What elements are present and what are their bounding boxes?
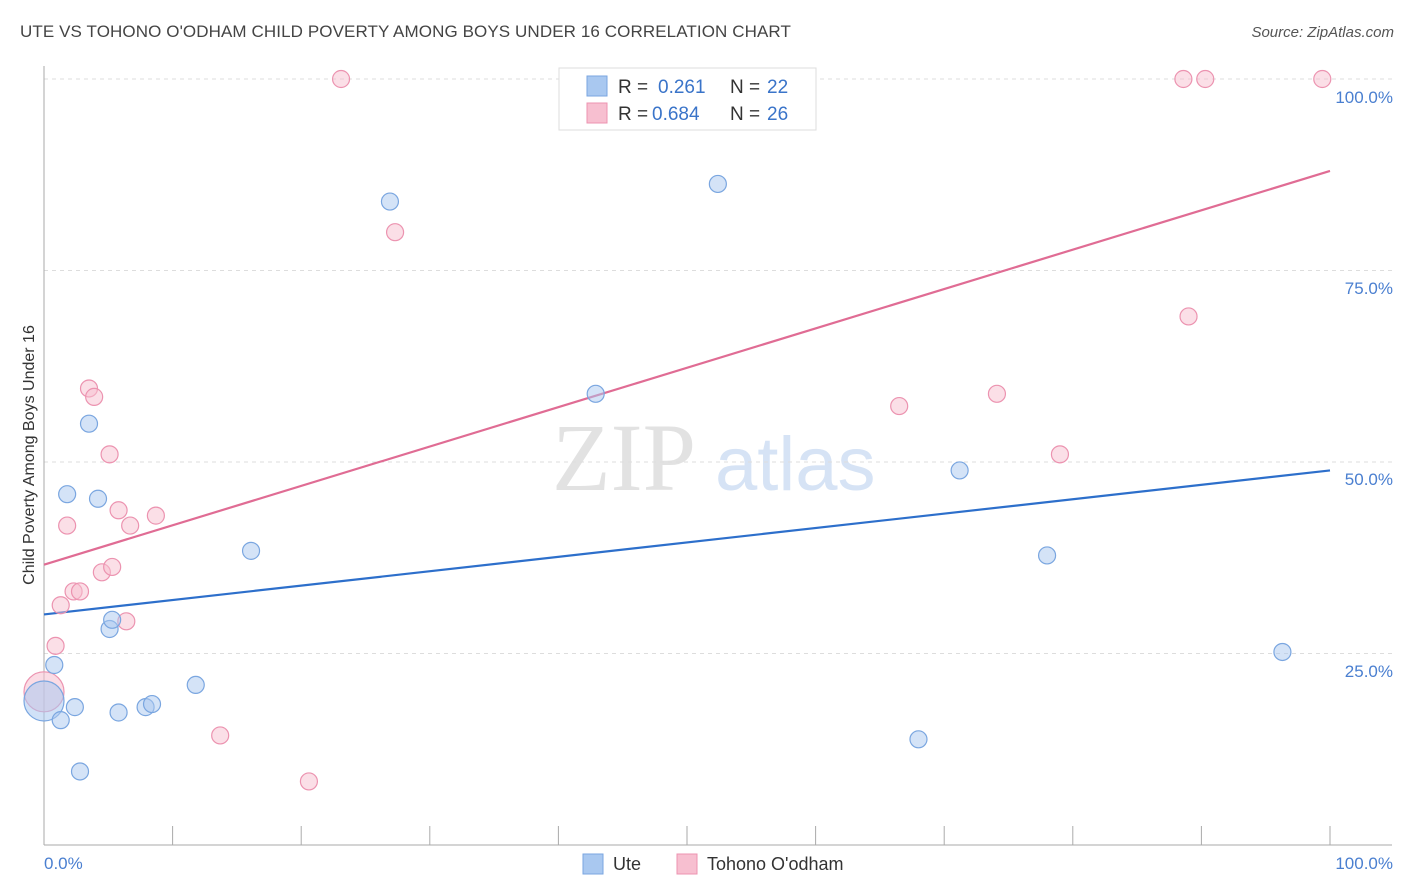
- legend-r-label-ute: R =: [618, 77, 648, 98]
- tohono-point-15: [211, 726, 230, 745]
- tohono-point-23: [1179, 307, 1198, 326]
- legend-swatch-tohono: [586, 102, 608, 124]
- tohono-point-13: [121, 516, 140, 535]
- tohono-trend-line: [43, 169, 1331, 566]
- ute-point-6: [79, 414, 99, 433]
- tohono-point-7: [85, 387, 104, 406]
- legend-n-value-tohono: 26: [767, 104, 788, 125]
- legend-top: R = 0.261 N = 22 R = 0.684 N = 26: [558, 67, 817, 131]
- legend-n-label-ute: N =: [730, 77, 760, 98]
- legend-bottom-label-tohono: Tohono O'odham: [707, 854, 844, 874]
- tohono-point-2: [51, 596, 70, 615]
- tohono-point-14: [146, 506, 165, 525]
- legend-n-label-tohono: N =: [730, 104, 760, 125]
- y-tick-label-75: 75.0%: [1345, 279, 1393, 298]
- ute-point-10: [109, 703, 128, 722]
- tohono-point-5: [70, 582, 90, 601]
- ute-point-0: [23, 680, 65, 722]
- tohono-point-11: [109, 501, 128, 520]
- ute-point-20: [1037, 546, 1057, 565]
- ute-point-7: [88, 489, 108, 508]
- tohono-point-17: [331, 69, 351, 89]
- ute-point-17: [708, 174, 727, 194]
- y-tick-label-100: 100.0%: [1335, 88, 1393, 107]
- ute-point-5: [70, 762, 90, 781]
- axes: [43, 66, 1392, 846]
- tohono-point-21: [1050, 445, 1070, 464]
- legend-r-value-ute: 0.261: [658, 77, 706, 98]
- tohono-point-19: [890, 396, 909, 416]
- ute-point-19: [950, 461, 969, 480]
- tohono-point-10: [103, 557, 122, 577]
- ute-point-21: [1273, 642, 1292, 662]
- tohono-point-3: [58, 516, 77, 535]
- grid-lines: [44, 78, 1392, 654]
- watermark-atlas: atlas: [715, 422, 876, 507]
- ute-point-4: [65, 698, 84, 717]
- chart-title: UTE VS TOHONO O'ODHAM CHILD POVERTY AMON…: [20, 22, 791, 41]
- tohono-point-24: [1196, 69, 1215, 89]
- tohono-point-9: [100, 445, 119, 464]
- tohono-point-18: [385, 223, 405, 242]
- x-tick-label-100: 100.0%: [1335, 854, 1393, 873]
- tohono-point-20: [987, 384, 1007, 403]
- y-tick-label-25: 25.0%: [1345, 662, 1393, 681]
- legend-swatch-ute: [586, 75, 608, 97]
- ute-trend-line: [43, 469, 1331, 616]
- source-label: Source: ZipAtlas.com: [1251, 24, 1394, 41]
- legend-r-value-tohono: 0.684: [652, 104, 700, 125]
- ute-point-18: [909, 730, 928, 749]
- tohono-point-22: [1174, 69, 1193, 89]
- ute-point-13: [186, 675, 205, 695]
- ute-point-15: [380, 192, 400, 211]
- y-tick-label-50: 50.0%: [1345, 470, 1393, 489]
- tohono-point-25: [1313, 69, 1332, 89]
- legend-bottom: Ute Tohono O'odham: [582, 853, 844, 875]
- ute-point-14: [241, 541, 261, 560]
- watermark-zip: ZIP: [552, 404, 696, 511]
- y-axis-title: Child Poverty Among Boys Under 16: [21, 325, 38, 585]
- ute-point-16: [586, 384, 605, 403]
- data-points: [23, 69, 1332, 791]
- tohono-point-16: [299, 772, 319, 791]
- ute-point-1: [45, 655, 64, 675]
- ute-point-12: [142, 694, 162, 714]
- tohono-point-1: [46, 636, 65, 655]
- ute-point-2: [51, 711, 70, 730]
- legend-bottom-label-ute: Ute: [613, 854, 641, 874]
- ute-point-3: [58, 485, 77, 504]
- legend-n-value-ute: 22: [767, 77, 788, 98]
- trend-lines: [43, 169, 1331, 616]
- x-tick-label-0: 0.0%: [44, 854, 83, 873]
- legend-bottom-swatch-ute: [582, 853, 604, 875]
- legend-bottom-swatch-tohono: [676, 853, 698, 875]
- ute-point-9: [103, 610, 122, 629]
- legend-r-label-tohono: R =: [618, 104, 648, 125]
